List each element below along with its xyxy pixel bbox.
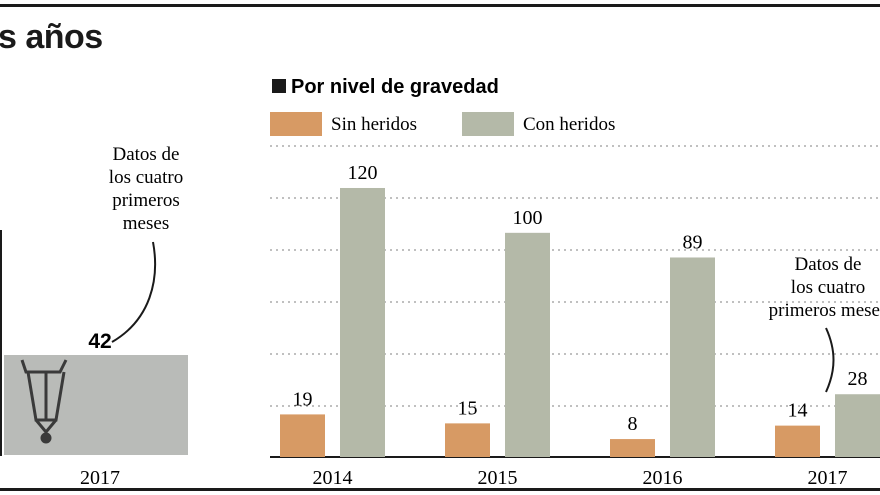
x-tick-label: 2016 <box>643 467 683 489</box>
data-label: 120 <box>348 162 378 184</box>
data-label: 28 <box>848 368 868 390</box>
legend-label-sin-heridos: Sin heridos <box>331 114 417 135</box>
annotation-line: Datos de <box>794 254 861 275</box>
data-label: 100 <box>513 207 543 229</box>
bar-sin-heridos-2017 <box>775 425 820 457</box>
x-tick-label: 2014 <box>313 467 353 489</box>
left-annotation-line-4: meses <box>123 213 169 234</box>
bar-con-heridos-2014 <box>340 187 385 458</box>
left-annotation-line-2: los cuatro <box>109 167 183 188</box>
left-annotation-leader <box>111 241 157 343</box>
bottom-rule <box>0 488 880 491</box>
data-label: 15 <box>458 397 478 419</box>
bar-con-heridos-2015 <box>505 232 550 457</box>
left-annotation-line-1: Datos de <box>112 144 179 165</box>
left-year-label: 2017 <box>80 467 120 489</box>
bars: 19 120 2014 15 100 2015 8 89 2016 14 28 2017 <box>280 162 880 489</box>
left-axis-stub <box>0 230 2 456</box>
data-label: 89 <box>683 231 703 253</box>
x-tick-label: 2015 <box>478 467 518 489</box>
bar-sin-heridos-2016 <box>610 439 655 457</box>
legend-swatch-con-heridos <box>462 112 514 136</box>
bar-sin-heridos-2015 <box>445 423 490 457</box>
left-panel: Datos de los cuatro primeros meses 42 20… <box>0 144 188 489</box>
bar-con-heridos-2016 <box>670 257 715 457</box>
data-label: 14 <box>788 400 808 422</box>
top-rule <box>0 4 880 7</box>
data-label: 19 <box>293 388 313 410</box>
left-annotation-line-3: primeros <box>112 190 180 211</box>
legend-swatch-sin-heridos <box>270 112 322 136</box>
data-label: 8 <box>628 413 638 435</box>
x-tick-label: 2017 <box>808 467 848 489</box>
annotation-line: primeros meses <box>769 300 880 321</box>
photo-bar <box>4 355 188 455</box>
left-value-label: 42 <box>88 330 111 353</box>
bar-sin-heridos-2014 <box>280 414 325 457</box>
chart-title: Por nivel de gravedad <box>291 76 499 98</box>
legend: Sin heridos Con heridos <box>270 112 615 136</box>
page-title: s años <box>0 18 103 56</box>
lantern-icon <box>20 359 68 444</box>
annotation-line: los cuatro <box>791 277 865 298</box>
annotation-leader <box>825 327 835 393</box>
bar-con-heridos-2017 <box>835 394 880 457</box>
title-square-icon <box>272 79 286 93</box>
chart-title-group: Por nivel de gravedad <box>272 76 499 98</box>
legend-label-con-heridos: Con heridos <box>523 114 615 135</box>
